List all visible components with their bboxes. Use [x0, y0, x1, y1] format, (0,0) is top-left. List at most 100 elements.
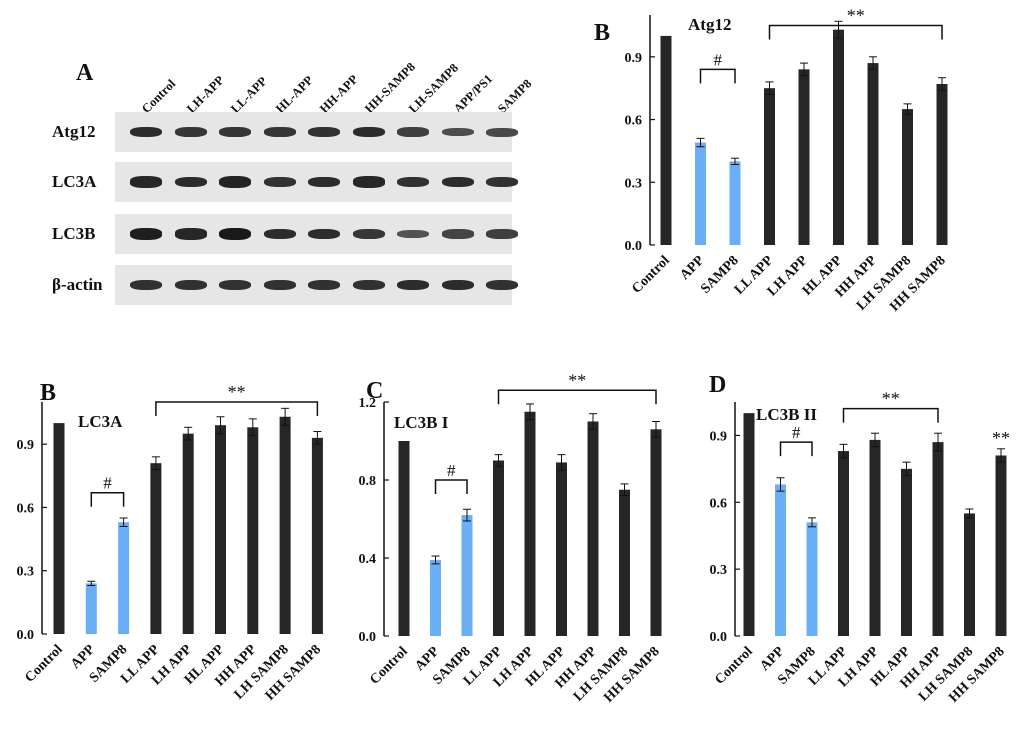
blot-band	[397, 127, 429, 137]
bar	[524, 411, 536, 636]
blot-band	[486, 229, 518, 239]
blot-band	[486, 127, 518, 137]
blot-row-label: LC3B	[52, 224, 96, 243]
y-tick-label: 0.0	[625, 239, 643, 254]
blot-band	[486, 279, 518, 291]
significance-bracket	[842, 407, 939, 423]
significance-label: #	[792, 423, 801, 442]
blot-band	[130, 279, 162, 291]
significance-label: **	[228, 382, 246, 402]
blot-row-label: LC3A	[52, 172, 97, 191]
y-tick-label: 1.2	[359, 396, 377, 411]
significance-label: **	[847, 5, 865, 25]
panel-letter: B	[40, 380, 56, 406]
significance-label: #	[714, 50, 723, 69]
blot-band	[219, 279, 251, 291]
bar	[398, 441, 410, 636]
blot-band	[441, 229, 474, 239]
blot-row-label: Atg12	[52, 122, 96, 141]
significance-label: #	[103, 474, 112, 493]
blot-strip	[115, 265, 518, 305]
bar	[729, 161, 741, 245]
y-tick-label: 0.0	[359, 630, 377, 645]
y-tick-label: 0.4	[359, 552, 377, 567]
significance-label: **	[992, 428, 1010, 448]
bar	[556, 462, 567, 636]
blot-band	[263, 228, 296, 240]
bar	[430, 559, 441, 636]
blot-band	[219, 228, 251, 240]
significance-bracket	[434, 479, 468, 494]
blot-band	[397, 279, 429, 291]
y-tick-label: 0.3	[17, 565, 35, 580]
bar	[902, 109, 913, 245]
chart-title: Atg12	[688, 15, 731, 34]
significance-bracket	[768, 24, 943, 40]
significance-label: #	[447, 461, 456, 480]
bar	[53, 423, 65, 634]
bar	[150, 463, 162, 634]
y-tick-label: 0.0	[710, 630, 728, 645]
blot-band	[308, 126, 340, 138]
y-tick-label: 0.0	[17, 628, 35, 643]
bar	[650, 429, 662, 636]
bar	[311, 437, 323, 634]
bar	[695, 142, 706, 245]
bar	[493, 460, 504, 636]
panel-letter: C	[366, 378, 383, 404]
category-label: Control	[367, 644, 411, 688]
blot-band	[441, 176, 474, 188]
bar	[279, 416, 291, 634]
blot-band	[263, 279, 296, 291]
bar	[798, 69, 810, 245]
bar	[838, 451, 849, 636]
blot-band	[130, 228, 162, 240]
y-tick-label: 0.6	[625, 114, 643, 129]
bar	[85, 583, 97, 634]
blot-band	[486, 176, 518, 188]
blot-band	[352, 176, 385, 188]
y-tick-label: 0.9	[710, 429, 728, 444]
bar	[660, 35, 672, 246]
blot-band	[352, 279, 385, 291]
significance-bracket	[90, 491, 125, 507]
blot-band	[130, 126, 162, 138]
panel-letter-a: A	[76, 60, 94, 86]
blot-band	[352, 126, 385, 138]
blot-band	[352, 228, 385, 240]
bar	[461, 515, 473, 636]
chart-title: LC3B I	[394, 413, 449, 432]
y-tick-label: 0.6	[710, 496, 728, 511]
significance-label: **	[882, 389, 900, 409]
blot-band	[308, 279, 340, 291]
blot-band	[397, 176, 429, 188]
blot-band	[174, 126, 207, 138]
bar	[775, 484, 786, 636]
blot-band	[308, 176, 340, 188]
bar	[743, 413, 755, 636]
y-tick-label: 0.8	[359, 474, 377, 489]
bar	[215, 425, 226, 634]
y-tick-label: 0.9	[17, 438, 35, 453]
blot-band	[397, 229, 429, 239]
bar	[964, 513, 975, 636]
significance-bracket	[155, 401, 319, 416]
y-tick-label: 0.3	[625, 176, 643, 191]
bar	[806, 522, 818, 636]
bar	[869, 439, 881, 636]
bar	[118, 522, 130, 634]
blot-strip	[115, 214, 518, 254]
category-label: APP	[677, 253, 707, 283]
y-tick-label: 0.9	[625, 51, 643, 66]
bar	[867, 63, 879, 245]
blot-strip	[115, 162, 518, 202]
bar	[995, 455, 1007, 636]
significance-bracket	[699, 68, 736, 84]
category-label: Control	[712, 644, 756, 688]
blot-band	[174, 176, 207, 188]
bar	[247, 427, 259, 634]
blot-band	[174, 228, 207, 240]
bar	[901, 468, 912, 636]
